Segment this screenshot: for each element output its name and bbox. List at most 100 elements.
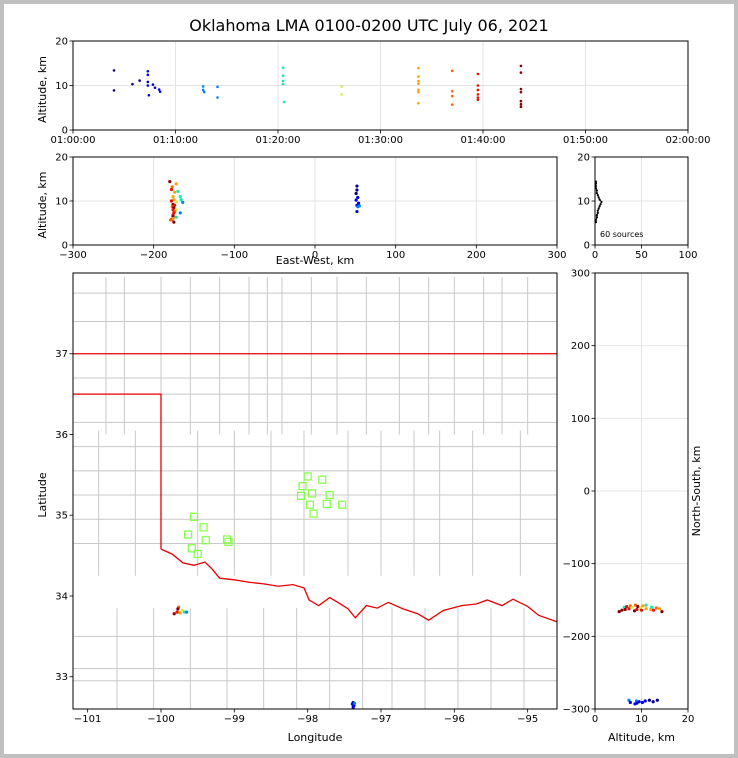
- source-point: [519, 90, 523, 94]
- altitude-eastwest-ylabel: Altitude, km: [36, 171, 49, 238]
- lma-station-marker: [199, 523, 208, 532]
- source-point: [357, 204, 361, 208]
- source-point: [170, 185, 174, 189]
- source-point: [633, 603, 638, 607]
- northsouth-altitude-ytick-label: 0: [584, 487, 590, 498]
- source-count-ytick-label: 10: [577, 197, 590, 208]
- source-point: [353, 701, 357, 705]
- source-point: [623, 607, 627, 612]
- map-panel: −101 −100 −99 −98 −97 −96 −95 33 34 35 36 37 Latitud…: [36, 272, 558, 744]
- source-count-xtick-label: 50: [635, 250, 648, 261]
- source-point: [171, 195, 175, 199]
- source-point: [174, 215, 178, 219]
- altitude-eastwest-xtick-label: 100: [386, 250, 405, 261]
- source-point: [354, 198, 358, 202]
- northsouth-altitude-ytick-label: −300: [563, 705, 590, 716]
- source-point: [178, 611, 182, 615]
- source-count-point: [597, 207, 600, 210]
- map-ytick-label: 34: [55, 591, 68, 602]
- altitude-time-xtick-label: 01:40:00: [461, 135, 506, 146]
- lma-station-marker: [318, 475, 327, 484]
- source-point: [476, 98, 480, 102]
- source-point: [620, 608, 624, 612]
- lma-station-marker: [187, 544, 196, 553]
- map-xtick-label: −101: [74, 714, 101, 725]
- source-point: [112, 69, 116, 72]
- source-count-point: [598, 205, 601, 208]
- source-point: [176, 189, 180, 193]
- source-point: [637, 700, 641, 704]
- altitude-time-xtick-label: 01:20:00: [256, 135, 301, 146]
- source-count-point: [595, 189, 598, 192]
- county-lines: [73, 277, 557, 709]
- lma-station-marker: [298, 482, 307, 491]
- source-point: [519, 71, 523, 74]
- source-point: [625, 604, 629, 609]
- source-point: [658, 607, 662, 611]
- northsouth-altitude-xtick-label: 0: [592, 714, 598, 725]
- altitude-eastwest-border: [72, 156, 558, 246]
- source-point: [476, 96, 480, 99]
- source-point: [417, 79, 420, 83]
- source-point: [640, 700, 645, 705]
- altitude-time-ytick-label: 20: [55, 37, 68, 48]
- source-count-xtick-label: 0: [592, 250, 598, 261]
- altitude-time-ytick-label: 0: [62, 126, 68, 137]
- source-point: [146, 80, 150, 84]
- altitude-time-xtick-label: 01:00:00: [51, 135, 96, 146]
- source-point: [158, 90, 162, 94]
- source-point: [627, 607, 631, 611]
- source-point: [644, 603, 648, 607]
- source-point: [153, 86, 157, 90]
- northsouth-altitude-xlabel: Altitude, km: [608, 731, 675, 744]
- source-point: [281, 79, 285, 83]
- source-point: [644, 607, 648, 611]
- source-point: [519, 64, 523, 68]
- source-point: [281, 74, 285, 78]
- state-border-panhandle: [73, 393, 162, 550]
- source-point: [355, 184, 359, 188]
- source-point: [157, 88, 161, 91]
- source-point: [519, 99, 523, 103]
- source-point: [417, 90, 420, 94]
- source-point: [650, 605, 654, 609]
- source-count-point: [600, 200, 603, 203]
- lma-station-marker: [296, 491, 306, 500]
- source-count-point: [596, 211, 599, 214]
- northsouth-altitude-ytick-label: 200: [571, 341, 590, 352]
- source-count-point: [595, 213, 598, 217]
- altitude-time-xtick-label: 01:30:00: [358, 135, 403, 146]
- map-ylabel: Latitude: [36, 472, 49, 518]
- source-point: [202, 90, 206, 94]
- source-point: [282, 100, 286, 104]
- source-point: [476, 72, 480, 76]
- source-point: [636, 604, 640, 609]
- source-point: [181, 200, 185, 204]
- source-point: [173, 190, 177, 194]
- map-xtick-label: −98: [297, 714, 318, 725]
- source-point: [169, 187, 174, 192]
- state-border-red-river: [160, 548, 558, 623]
- northsouth-altitude-xtick-label: 20: [682, 714, 695, 725]
- source-point: [647, 698, 652, 702]
- source-point: [641, 604, 645, 608]
- source-point: [131, 82, 134, 86]
- source-point: [630, 605, 634, 609]
- source-point: [172, 612, 176, 616]
- source-point: [168, 180, 172, 184]
- altitude-eastwest-xtick-label: 200: [467, 250, 486, 261]
- northsouth-altitude-panel: 0 10 20 −300 −200 −100 0 100 200 300 Altitude, km N…: [563, 269, 703, 745]
- lma-station-marker: [338, 500, 347, 509]
- source-point: [519, 105, 523, 109]
- source-count-panel: 0 50 100 0 10 20 60 sources: [577, 153, 697, 262]
- source-count-point: [597, 196, 600, 199]
- source-point: [351, 705, 355, 709]
- lma-station-marker: [322, 499, 331, 509]
- source-point: [651, 700, 655, 704]
- lma-station-marker: [201, 536, 210, 545]
- map-xtick-label: −96: [444, 714, 465, 725]
- source-point: [281, 66, 285, 69]
- altitude-eastwest-xtick-label: −200: [140, 250, 167, 261]
- source-point: [216, 85, 219, 89]
- source-point: [340, 85, 343, 88]
